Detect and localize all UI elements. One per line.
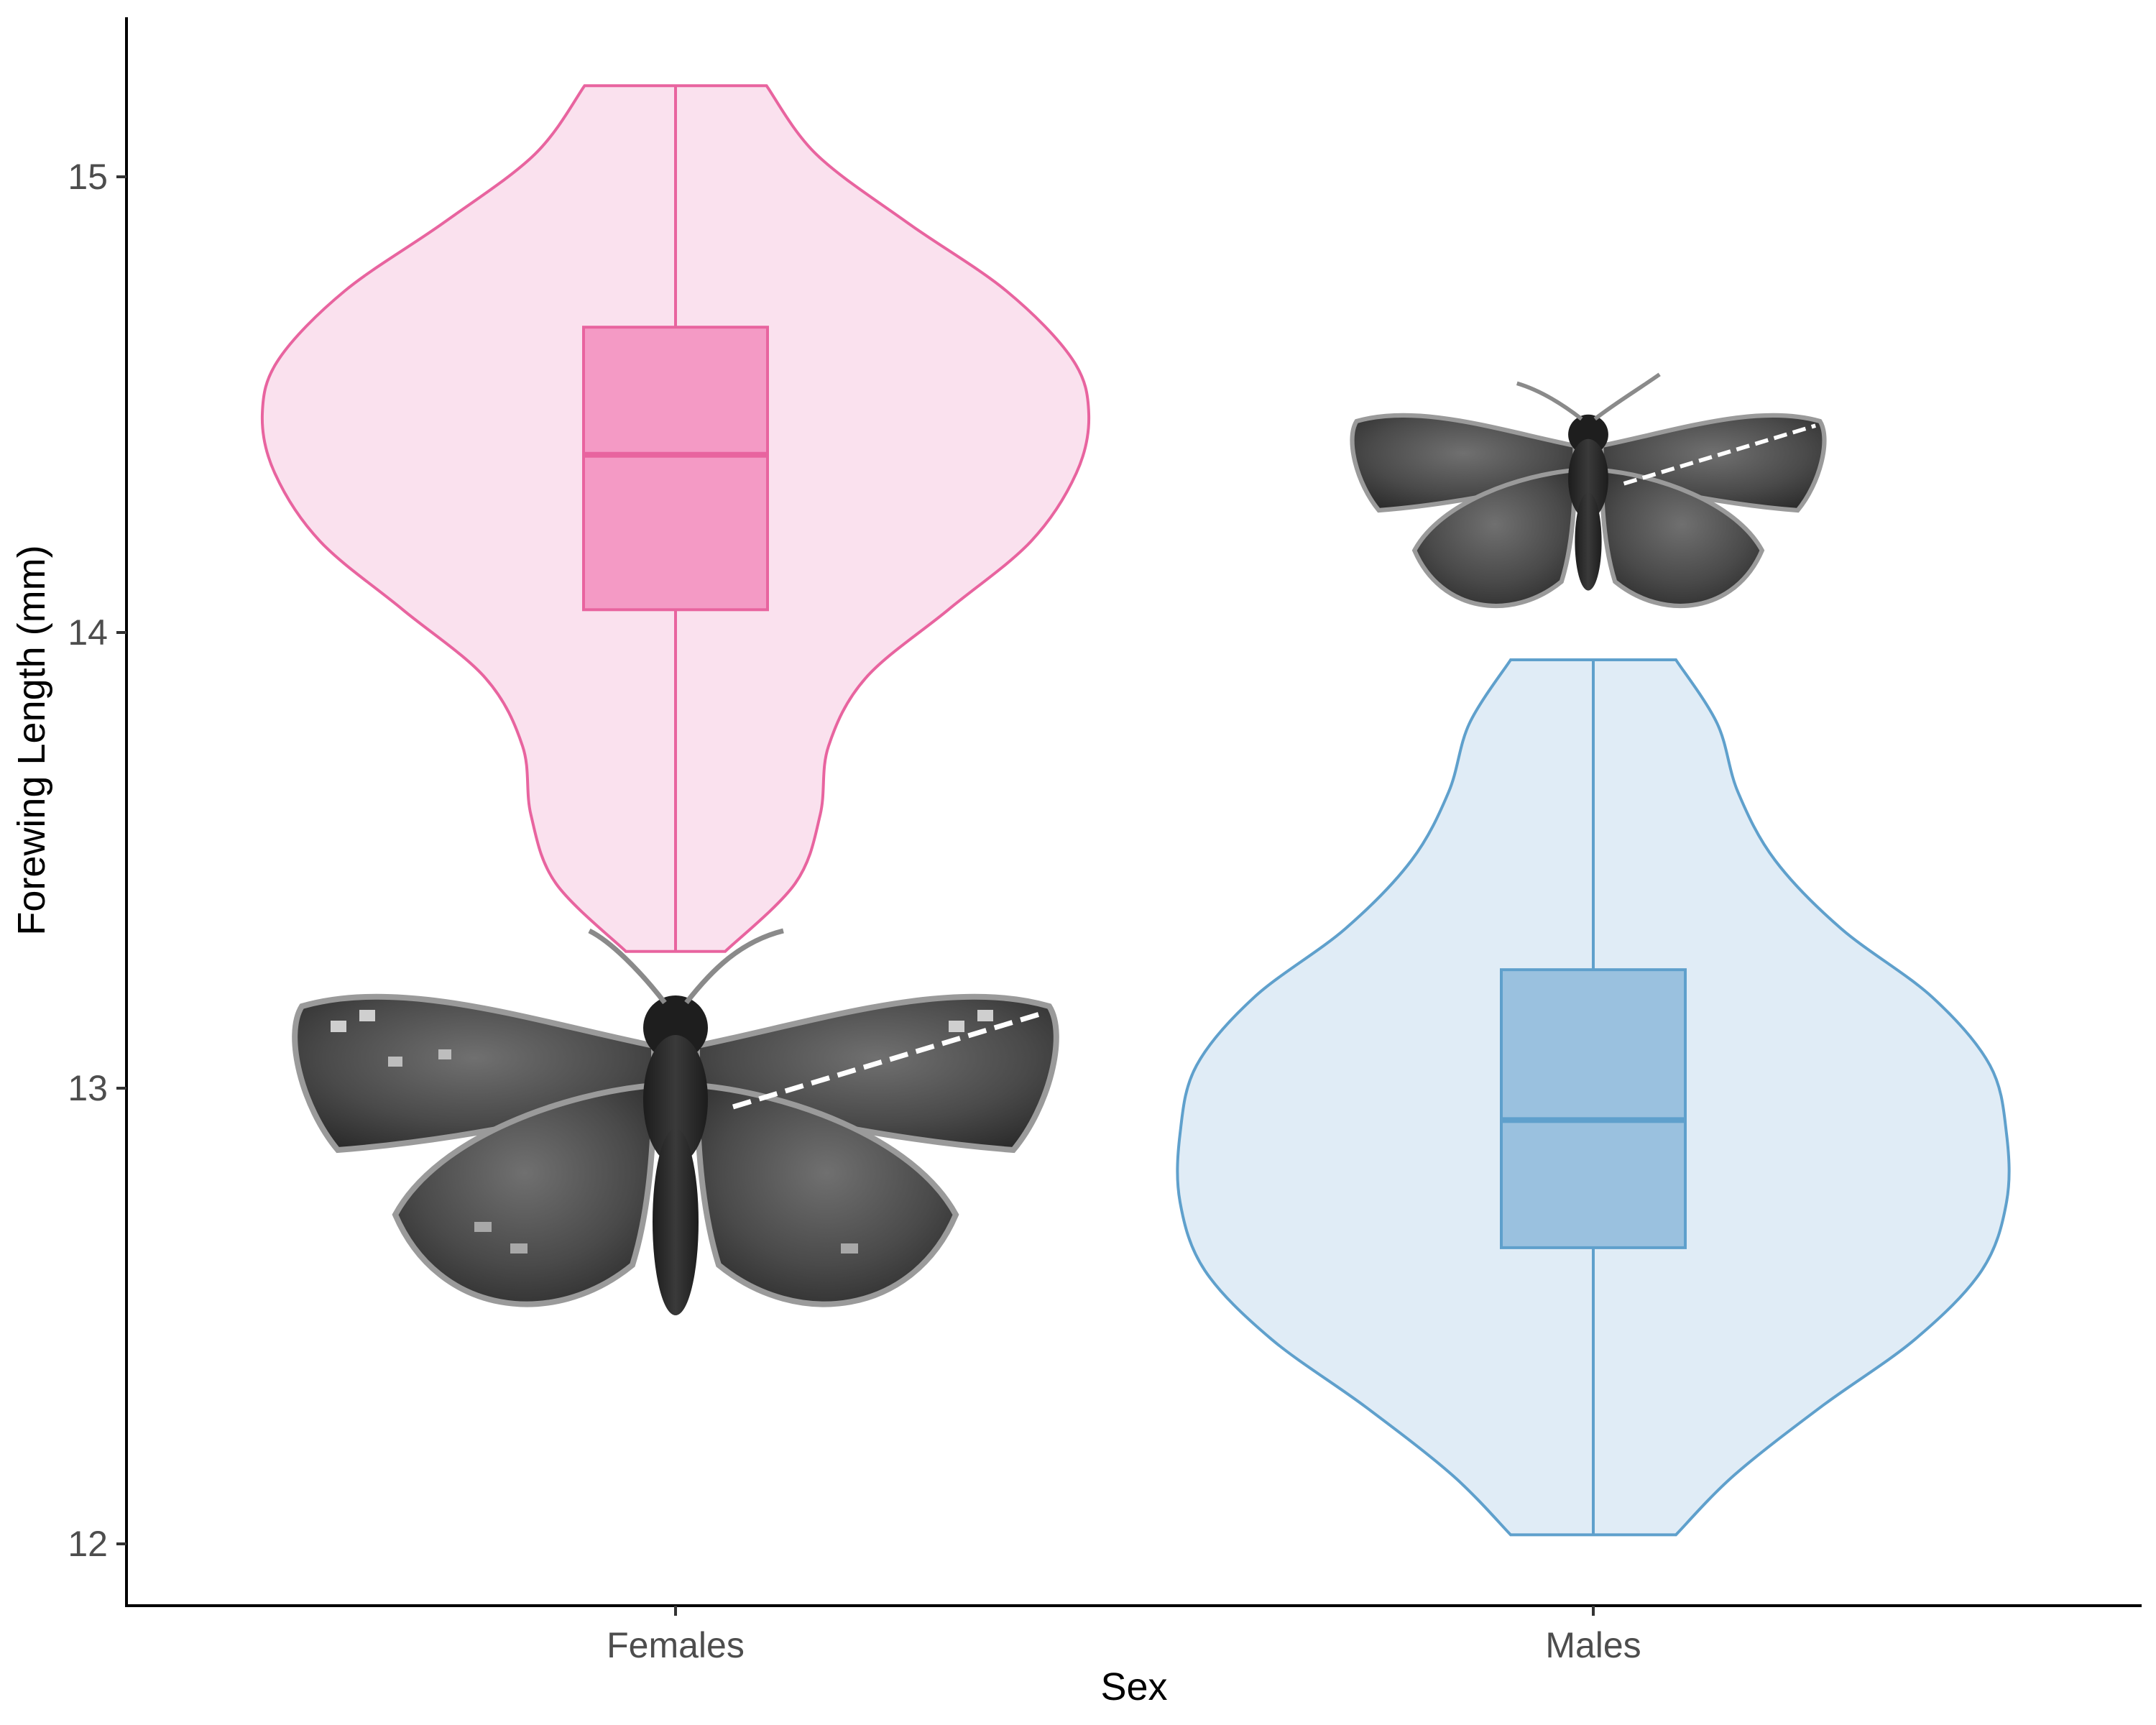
y-ticks: 12 13 14 15 (68, 157, 126, 1564)
y-tick-label: 12 (68, 1524, 108, 1564)
female-skipper-butterfly-icon (1350, 372, 1827, 609)
violin-females (260, 84, 1091, 953)
x-tick-label-females: Females (607, 1625, 745, 1665)
x-axis-title: Sex (1100, 1665, 1167, 1708)
violins-layer (260, 84, 2011, 1537)
box-males (1500, 968, 1687, 1249)
box-females (582, 326, 769, 612)
violin-males (1176, 658, 2011, 1537)
x-ticks: Females Males (607, 1606, 1641, 1665)
y-axis-title: Forewing Length (mm) (10, 545, 53, 935)
y-tick-label: 14 (68, 612, 108, 653)
x-tick-label-males: Males (1545, 1625, 1641, 1665)
male-skipper-butterfly-icon (292, 928, 1059, 1315)
y-tick-label: 13 (68, 1068, 108, 1108)
y-tick-label: 15 (68, 157, 108, 197)
